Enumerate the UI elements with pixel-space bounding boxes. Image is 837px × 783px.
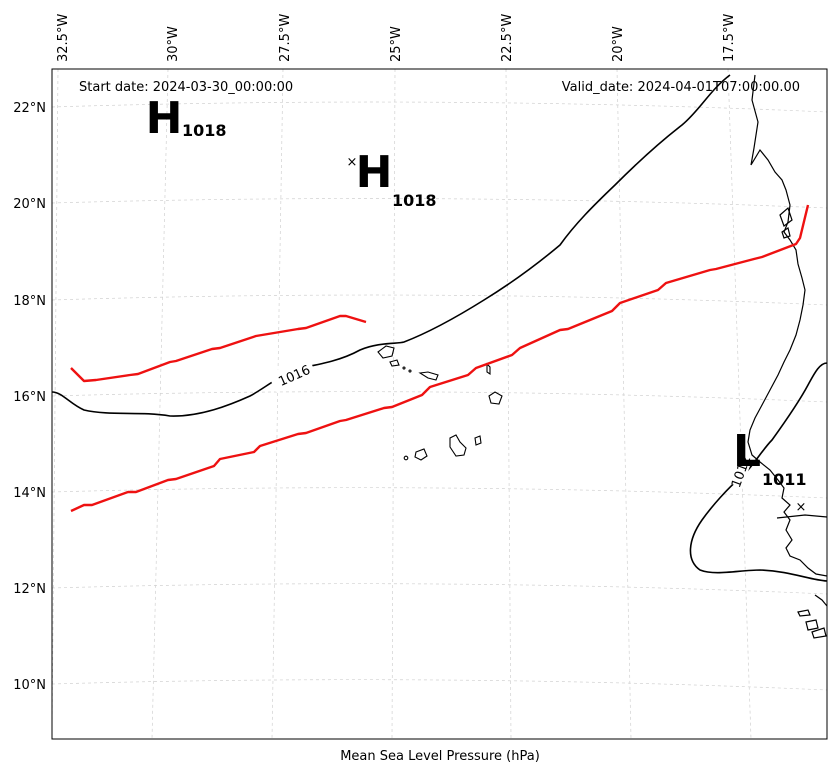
front-upper: [70, 314, 367, 383]
isobar-label-bg-1016: [267, 355, 317, 393]
bijagos-2: [805, 619, 819, 631]
brava: [403, 455, 409, 461]
longitude-labels: 32.5°W 30°W 27.5°W 25°W 22.5°W 20°W 17.5…: [56, 14, 737, 62]
sal: [486, 362, 491, 376]
west-africa-coast: [747, 74, 827, 577]
guinea-coast: [814, 594, 827, 607]
high-value-clipped: 1018: [182, 121, 227, 140]
gambia-river: [776, 514, 827, 519]
cape-verde-islands: [377, 345, 503, 461]
lon-label: 27.5°W: [278, 14, 293, 62]
bijagos-3: [811, 627, 827, 639]
isobars: [52, 74, 827, 582]
low-value: 1011: [762, 470, 807, 489]
high-value: 1018: [392, 191, 437, 210]
latitude-labels: 22°N 20°N 18°N 16°N 14°N 12°N 10°N: [13, 101, 46, 693]
lat-label: 16°N: [13, 390, 46, 405]
lon-label: 20°W: [611, 26, 626, 62]
coastline: [747, 74, 827, 639]
front-lower: [70, 204, 810, 513]
santa-luzia: [402, 366, 406, 370]
fronts: [70, 204, 810, 513]
valid-date: Valid_date: 2024-04-01T07:00:00.00: [562, 80, 800, 95]
sao-nicolau: [418, 371, 439, 381]
high-center: × H 1018: [347, 147, 437, 210]
high-letter-clipped: H: [146, 93, 183, 144]
lat-label: 14°N: [13, 486, 46, 501]
lon-label: 25°W: [389, 26, 404, 62]
high-letter: H: [356, 147, 393, 198]
low-center: L 1011 ×: [733, 426, 807, 515]
isobar-label-bg-1012: [727, 452, 753, 488]
low-letter: L: [733, 426, 761, 477]
lat-label: 12°N: [13, 582, 46, 597]
lon-label: 17.5°W: [722, 14, 737, 62]
lon-label: 22.5°W: [500, 14, 515, 62]
lon-label: 32.5°W: [56, 14, 71, 62]
meridian-grid: [52, 69, 752, 739]
isobar-1012: [689, 362, 827, 582]
boa-vista: [488, 391, 503, 405]
map-caption: Mean Sea Level Pressure (hPa): [340, 749, 540, 764]
lat-label: 20°N: [13, 197, 46, 212]
map-border: [51, 68, 828, 740]
isobar-1016: [52, 74, 731, 417]
maio: [474, 435, 482, 446]
map-area: [52, 69, 827, 739]
lat-label: 22°N: [13, 101, 46, 116]
coast-inlet-2: [781, 227, 791, 239]
santo-antao: [377, 345, 395, 359]
fogo: [414, 448, 428, 461]
parallel-grid: [52, 101, 827, 691]
high-center-clipped: H 1018: [146, 93, 227, 144]
raso: [408, 369, 412, 373]
coast-inlet-1: [779, 206, 793, 227]
lat-label: 18°N: [13, 294, 46, 309]
sao-vicente: [389, 359, 400, 367]
lat-label: 10°N: [13, 678, 46, 693]
santiago: [449, 434, 467, 457]
start-date: Start date: 2024-03-30_00:00:00: [79, 80, 293, 95]
low-center-marker: ×: [796, 500, 807, 515]
high-center-marker: ×: [347, 155, 358, 170]
lon-label: 30°W: [166, 26, 181, 62]
bijagos-1: [797, 609, 811, 617]
